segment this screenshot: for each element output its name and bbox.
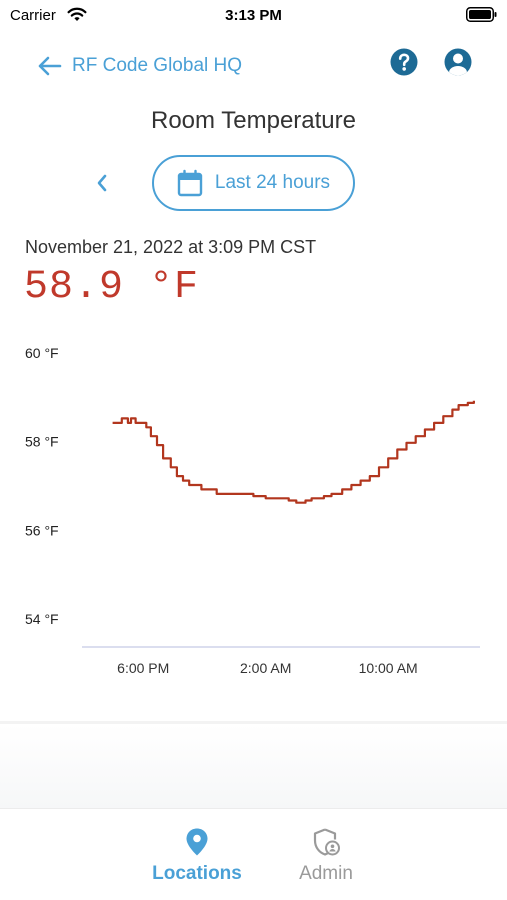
status-bar: Carrier 3:13 PM	[0, 0, 507, 30]
section-divider	[0, 721, 507, 724]
wifi-icon	[67, 7, 87, 21]
current-reading: 58.9 °F	[24, 265, 200, 310]
question-circle-icon	[390, 48, 418, 76]
calendar-icon	[177, 169, 203, 197]
carrier-label: Carrier	[10, 7, 56, 24]
reading-timestamp: November 21, 2022 at 3:09 PM CST	[25, 237, 317, 257]
y-tick-label: 58 °F	[25, 434, 59, 450]
temperature-series-line	[112, 400, 475, 504]
tab-admin-label: Admin	[299, 863, 353, 884]
y-tick-label: 56 °F	[25, 522, 59, 538]
tab-bar: Locations Admin	[0, 808, 507, 900]
profile-button[interactable]	[444, 48, 472, 76]
battery-icon	[466, 7, 497, 22]
map-pin-icon	[186, 828, 208, 856]
tab-admin[interactable]: Admin	[266, 827, 386, 885]
page-title: Room Temperature	[151, 107, 356, 134]
tab-locations[interactable]: Locations	[137, 827, 257, 885]
temperature-chart[interactable]: 60 °F 58 °F 56 °F 54 °F 6:00 PM 2:00 AM 10:00 …	[0, 325, 507, 685]
x-tick-label: 6:00 PM	[117, 660, 169, 676]
y-tick-label: 54 °F	[25, 611, 59, 627]
chevron-left-icon	[97, 174, 107, 192]
previous-range-button[interactable]	[91, 170, 113, 196]
clock: 3:13 PM	[225, 7, 282, 24]
shield-user-icon	[313, 828, 340, 856]
content-background	[0, 724, 507, 808]
back-button[interactable]: RF Code Global HQ	[36, 51, 242, 81]
date-range-button[interactable]: Last 24 hours	[152, 155, 355, 211]
tab-locations-label: Locations	[152, 863, 242, 884]
arrow-left-icon	[38, 56, 62, 76]
x-tick-label: 10:00 AM	[359, 660, 418, 676]
x-tick-label: 2:00 AM	[240, 660, 291, 676]
date-range-label: Last 24 hours	[214, 172, 331, 193]
help-button[interactable]	[390, 48, 418, 76]
back-label: RF Code Global HQ	[72, 55, 243, 76]
y-tick-label: 60 °F	[25, 345, 59, 361]
user-circle-icon	[444, 48, 472, 76]
